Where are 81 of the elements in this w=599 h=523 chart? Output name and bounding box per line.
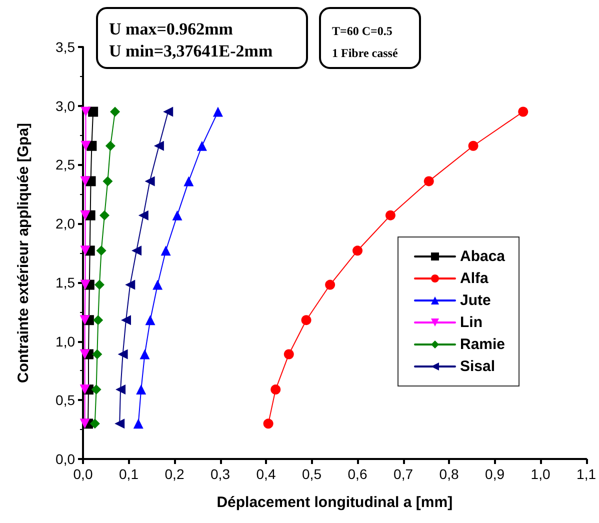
point bbox=[468, 140, 478, 151]
point bbox=[80, 140, 91, 151]
point bbox=[80, 210, 90, 220]
point bbox=[121, 315, 132, 326]
point bbox=[91, 384, 102, 395]
x-tick-label: 0,7 bbox=[394, 466, 414, 482]
point bbox=[133, 418, 144, 429]
x-tick-label: 0,1 bbox=[119, 466, 139, 482]
point bbox=[424, 176, 434, 186]
point bbox=[385, 210, 396, 220]
point bbox=[172, 210, 182, 220]
point bbox=[102, 176, 113, 186]
point bbox=[80, 106, 91, 117]
point bbox=[114, 418, 125, 429]
legend-label: Abaca bbox=[460, 248, 506, 265]
point bbox=[325, 280, 336, 290]
annotation: T=60 C=0.5 1 Fibre cassé bbox=[332, 24, 398, 60]
point bbox=[212, 106, 223, 117]
point bbox=[152, 280, 163, 290]
point bbox=[88, 106, 98, 117]
y-tick-label: 1,5 bbox=[56, 274, 76, 290]
x-tick-label: 0,5 bbox=[302, 466, 322, 482]
point bbox=[92, 349, 102, 360]
x-tick-label: 0,9 bbox=[485, 466, 505, 482]
point bbox=[80, 384, 90, 395]
x-tick-label: 0,4 bbox=[256, 466, 276, 482]
point bbox=[80, 280, 90, 290]
point bbox=[105, 140, 116, 151]
legend-label: Alfa bbox=[460, 270, 489, 287]
point bbox=[136, 384, 146, 395]
y-tick-label: 2,0 bbox=[56, 216, 76, 232]
point bbox=[80, 176, 90, 186]
y-axis-title: Contrainte extérieur appliquée [Gpa] bbox=[15, 122, 32, 384]
point bbox=[80, 246, 90, 256]
point bbox=[160, 246, 171, 256]
x-tick-label: 1,1 bbox=[576, 466, 596, 482]
y-tick-label: 3,5 bbox=[56, 39, 76, 55]
x-tick-label: 0,0 bbox=[73, 466, 93, 482]
point bbox=[118, 349, 128, 360]
point bbox=[163, 106, 174, 117]
legend-label: Sisal bbox=[460, 358, 496, 375]
x-axis-title: Déplacement longitudinal a [mm] bbox=[216, 494, 453, 511]
x-tick-label: 0,8 bbox=[439, 466, 459, 482]
y-tick-label: 0,0 bbox=[56, 451, 76, 467]
point bbox=[96, 246, 106, 256]
point bbox=[80, 418, 90, 429]
annotation: U max=0.962mm U min=3,37641E-2mm bbox=[109, 20, 273, 60]
legend-label: Jute bbox=[460, 292, 491, 309]
point bbox=[284, 349, 294, 360]
point bbox=[110, 106, 120, 117]
legend-label: Ramie bbox=[460, 336, 506, 353]
point bbox=[138, 210, 148, 220]
x-tick-label: 0,2 bbox=[164, 466, 184, 482]
point bbox=[93, 315, 104, 326]
point bbox=[132, 246, 142, 256]
y-tick-label: 2,5 bbox=[56, 156, 76, 173]
point bbox=[116, 384, 126, 395]
point bbox=[80, 349, 90, 360]
point bbox=[518, 106, 528, 117]
point bbox=[125, 280, 136, 290]
point bbox=[184, 176, 194, 186]
point bbox=[270, 384, 281, 395]
x-tick-label: 1,0 bbox=[530, 466, 550, 482]
y-tick-label: 1,0 bbox=[56, 333, 76, 350]
point bbox=[196, 140, 207, 151]
point bbox=[301, 315, 312, 326]
point bbox=[80, 315, 90, 326]
y-tick-label: 3,0 bbox=[56, 98, 76, 114]
point bbox=[140, 349, 150, 360]
point bbox=[352, 246, 363, 256]
point bbox=[154, 140, 164, 151]
point bbox=[145, 315, 156, 326]
legend-label: Lin bbox=[460, 314, 482, 331]
y-tick-label: 0,5 bbox=[56, 392, 76, 408]
point bbox=[94, 280, 104, 290]
point bbox=[100, 210, 110, 220]
point bbox=[90, 418, 100, 429]
point bbox=[263, 418, 274, 429]
point bbox=[144, 176, 155, 186]
x-tick-label: 0,3 bbox=[210, 466, 230, 482]
x-tick-label: 0,6 bbox=[348, 466, 368, 482]
